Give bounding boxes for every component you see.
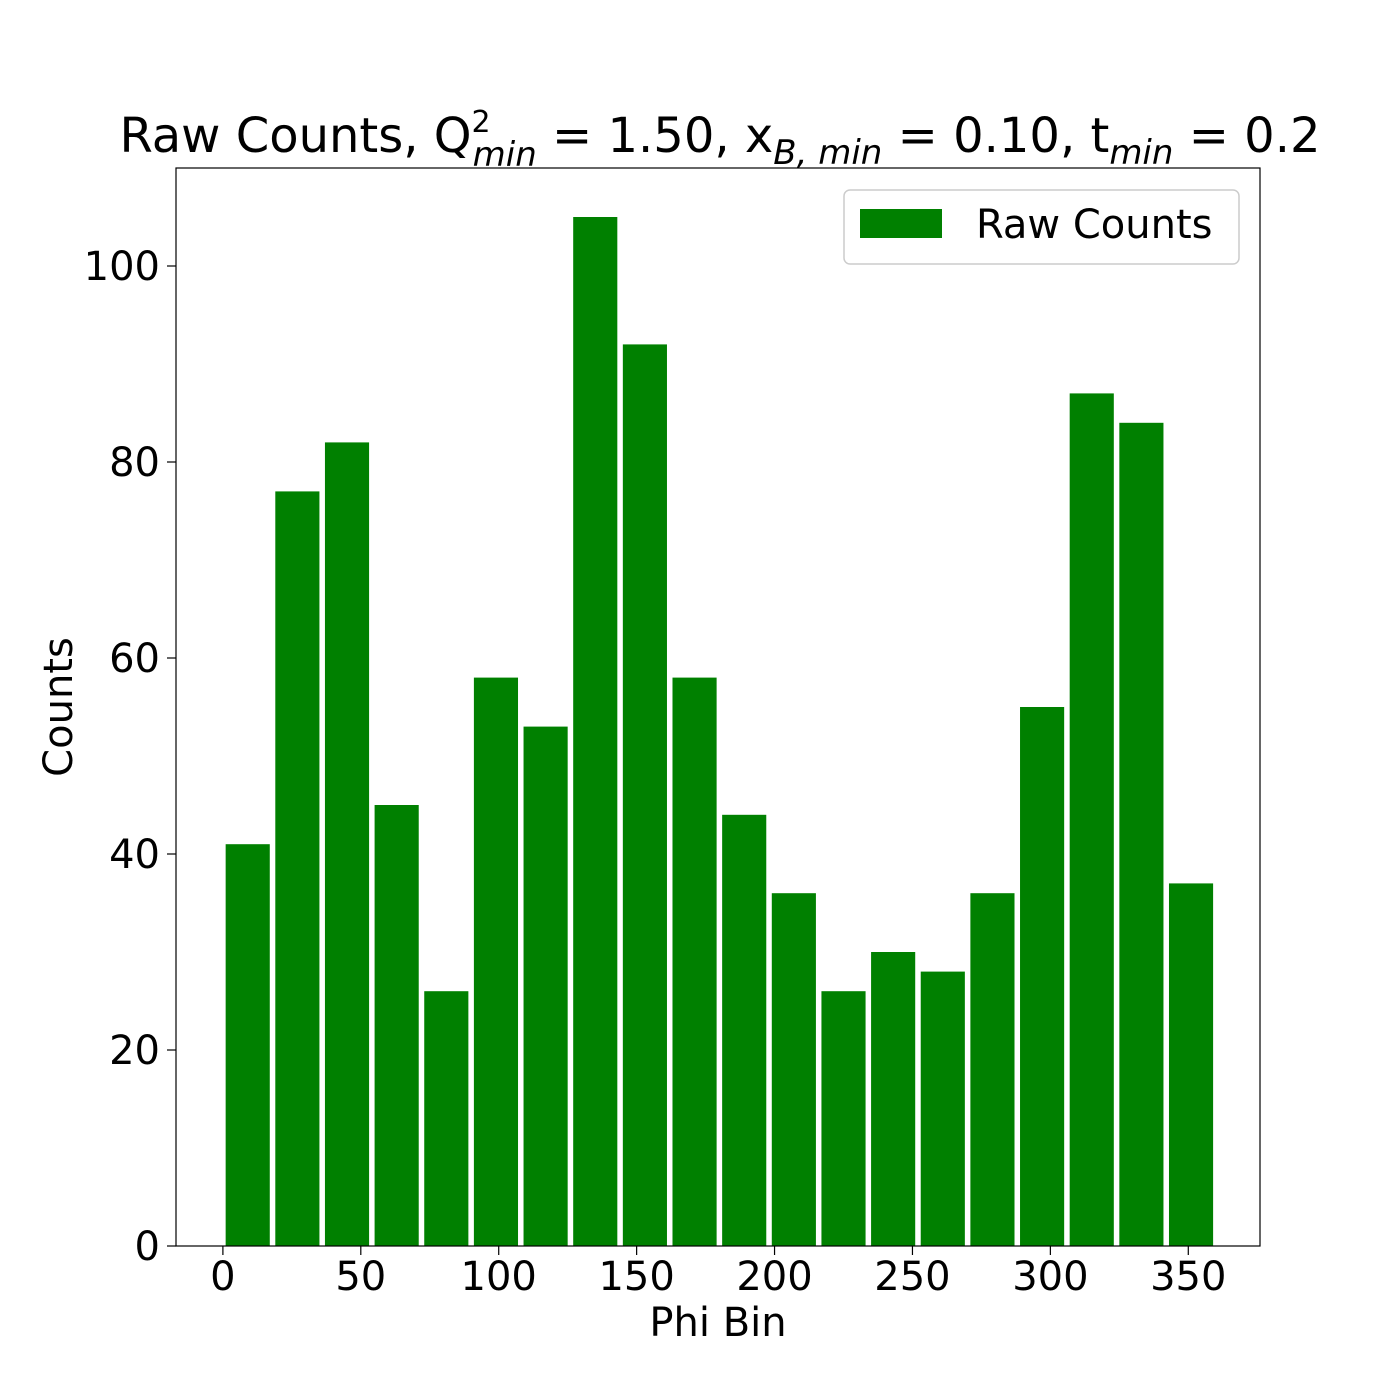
y-tick-label: 100 (84, 244, 160, 290)
legend: Raw Counts (843, 189, 1240, 265)
legend-label: Raw Counts (976, 202, 1212, 248)
y-axis-label: Counts (36, 637, 82, 777)
x-tick-label: 250 (874, 1254, 950, 1300)
bar (1168, 883, 1214, 1246)
bar (1069, 393, 1114, 1246)
bars-group (225, 217, 1214, 1246)
x-tick-label: 100 (461, 1254, 537, 1300)
x-tick-label: 0 (210, 1254, 235, 1300)
bar (324, 442, 370, 1246)
y-tick-label: 60 (109, 636, 160, 682)
x-axis-label: Phi Bin (649, 1300, 786, 1346)
bar (771, 893, 816, 1246)
y-tick-label: 80 (109, 440, 160, 486)
y-axis-ticks: 0 20 40 60 80 100 (84, 244, 176, 1270)
bar (722, 814, 767, 1246)
x-axis-ticks: 0 50 100 150 200 250 300 350 (210, 1246, 1226, 1300)
plot-frame (175, 167, 1261, 1247)
chart-title: Raw Counts, Q2 min = 1.50, xB, min = 0.10… (119, 105, 1320, 175)
bar (225, 844, 270, 1246)
x-tick-label: 50 (335, 1254, 386, 1300)
x-tick-label: 300 (1012, 1254, 1088, 1300)
x-tick-label: 200 (736, 1254, 812, 1300)
bar (473, 677, 519, 1246)
bar (1119, 422, 1164, 1246)
bar (672, 677, 717, 1246)
x-tick-label: 350 (1150, 1254, 1226, 1300)
bar (374, 805, 419, 1246)
bar (622, 344, 667, 1246)
bar (523, 726, 568, 1246)
y-tick-label: 20 (109, 1028, 160, 1074)
y-tick-label: 40 (109, 832, 160, 878)
bar (970, 893, 1015, 1246)
bar (424, 991, 469, 1246)
bar (821, 991, 866, 1246)
legend-swatch (860, 209, 942, 238)
bar (573, 217, 618, 1246)
bar (1020, 707, 1065, 1246)
legend-box (843, 189, 1240, 265)
bar (275, 491, 320, 1246)
bar (920, 971, 965, 1246)
y-tick-label: 0 (135, 1224, 160, 1270)
bar (871, 952, 916, 1246)
x-tick-label: 150 (598, 1254, 674, 1300)
